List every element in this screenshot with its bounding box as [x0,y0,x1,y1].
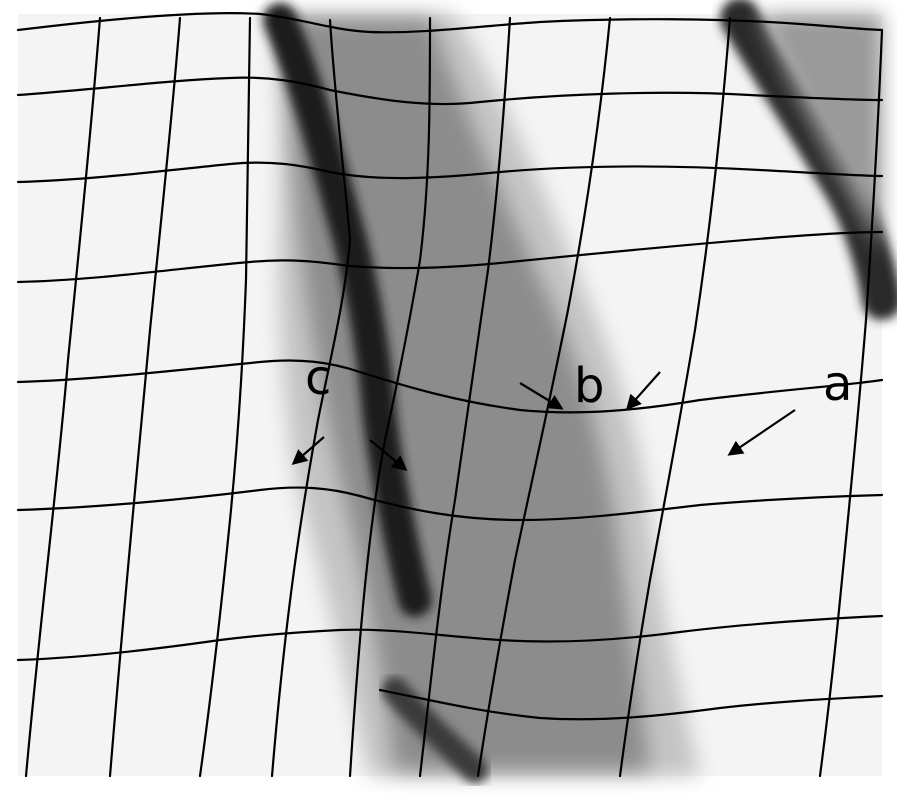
arrow-b-right [625,371,661,411]
grid-row-6 [16,486,884,522]
grid-row-4 [16,230,884,284]
shading-dark-ridge-right [720,0,897,320]
grid-col-1 [24,16,102,778]
grid-col-3 [198,16,252,778]
mesh-grid-columns [24,16,884,778]
grid-row-5 [16,359,884,414]
grid-col-7 [476,16,612,778]
annotation-arrows [291,371,796,471]
grid-row-1 [16,12,884,34]
shading-mid-right [760,14,882,250]
arrow-a [727,409,796,456]
arrow-c-right [369,439,408,471]
grid-row-8 [378,688,884,721]
grid-col-4 [270,18,352,778]
grid-col-8 [618,16,732,778]
grid-col-9 [818,28,884,778]
shading-mid-band [285,20,650,770]
grid-col-5 [348,16,432,778]
grid-row-7 [16,614,884,662]
grid-row-2 [16,76,884,106]
grid-col-2 [108,16,182,778]
arrow-c-left [291,436,325,466]
shading-dark-bottom [382,677,488,783]
arrow-b-left [519,382,564,410]
grid-col-6 [418,16,512,778]
mesh-grid [16,12,884,721]
grid-row-3 [16,161,884,184]
